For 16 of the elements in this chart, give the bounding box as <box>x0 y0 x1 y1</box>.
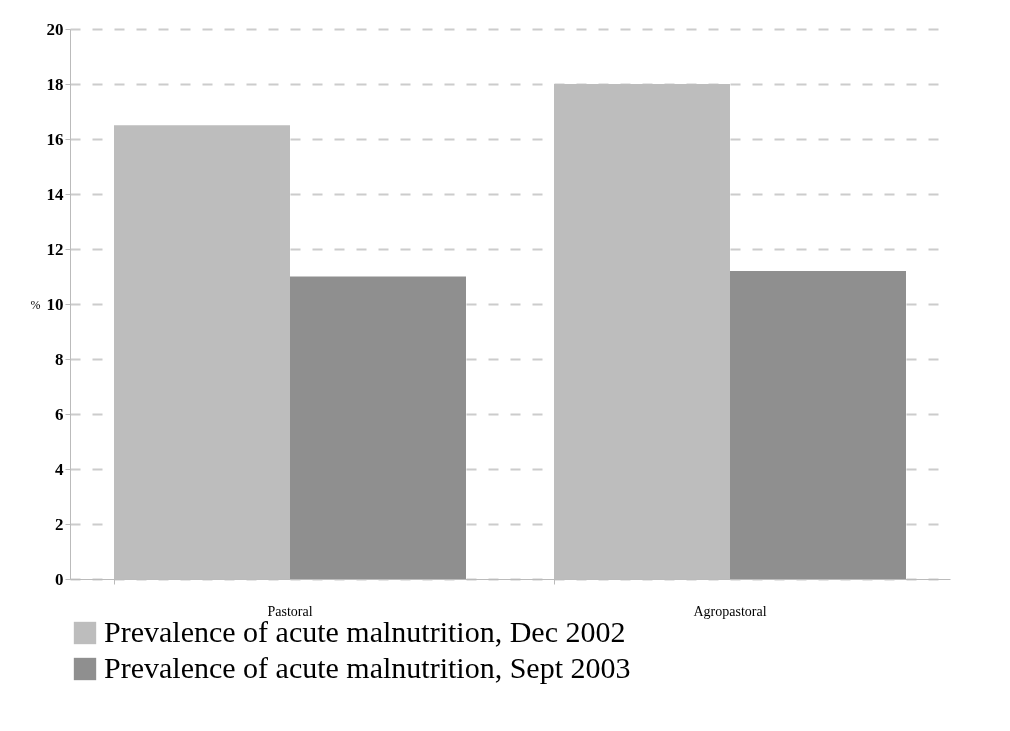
y-tick-label: 4 <box>55 459 64 479</box>
y-tick-label: 14 <box>46 184 64 204</box>
legend-label: Prevalence of acute malnutrition, Sept 2003 <box>104 651 631 684</box>
y-tick-label: 12 <box>46 239 64 259</box>
y-tick-label: 18 <box>46 74 64 94</box>
y-tick-label: 20 <box>46 19 64 39</box>
y-tick-label: 16 <box>46 129 64 149</box>
x-tick-label: Agropastoral <box>693 603 767 619</box>
y-tick-label: 8 <box>55 349 64 369</box>
y-axis-title: % <box>30 297 41 312</box>
y-tick-label: 2 <box>55 514 64 534</box>
y-tick-label: 10 <box>46 294 64 314</box>
y-tick-label: 0 <box>55 569 64 589</box>
bar <box>730 271 906 579</box>
y-tick-label: 6 <box>55 404 64 424</box>
bar <box>290 276 466 579</box>
